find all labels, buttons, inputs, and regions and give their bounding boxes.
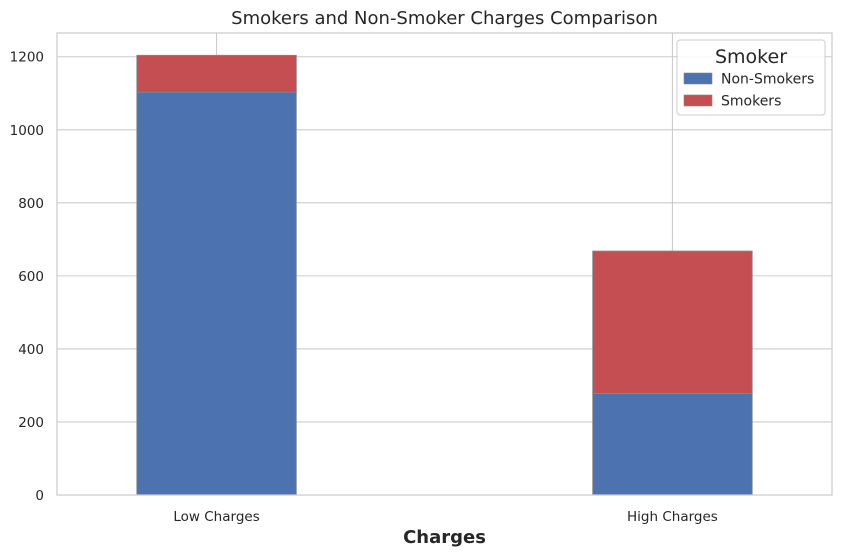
bars: [136, 54, 753, 496]
legend-label: Smokers: [721, 94, 781, 110]
legend-swatch: [683, 94, 713, 107]
x-tick-label: Low Charges: [173, 509, 259, 525]
bar-smokers: [592, 250, 753, 394]
bar-smokers: [136, 54, 297, 93]
y-tick-label: 600: [18, 269, 44, 285]
bar-non-smokers: [136, 91, 297, 496]
y-tick-label: 1000: [10, 123, 44, 139]
y-tick-label: 800: [18, 196, 44, 212]
legend: Smoker Non-Smokers Smokers: [676, 39, 826, 116]
legend-box: [676, 39, 826, 116]
chart-title: Smokers and Non-Smoker Charges Compariso…: [231, 8, 658, 29]
y-tick-label: 200: [18, 415, 44, 431]
y-tick-label: 400: [18, 342, 44, 358]
x-tick-label: High Charges: [627, 509, 718, 525]
legend-label: Non-Smokers: [721, 72, 814, 88]
legend-title: Smoker: [715, 46, 787, 68]
y-tick-labels: 0 200 400 600 800 1000 1200: [10, 50, 44, 504]
x-axis-label: Charges: [403, 527, 486, 548]
bar-non-smokers: [592, 393, 753, 496]
plot-frame: [56, 32, 833, 496]
x-tick-labels: Low Charges High Charges: [173, 509, 717, 525]
y-tick-label: 1200: [10, 50, 44, 66]
legend-swatch: [683, 72, 713, 85]
legend-entries: Non-Smokers Smokers: [683, 72, 814, 110]
y-tick-label: 0: [35, 488, 44, 504]
